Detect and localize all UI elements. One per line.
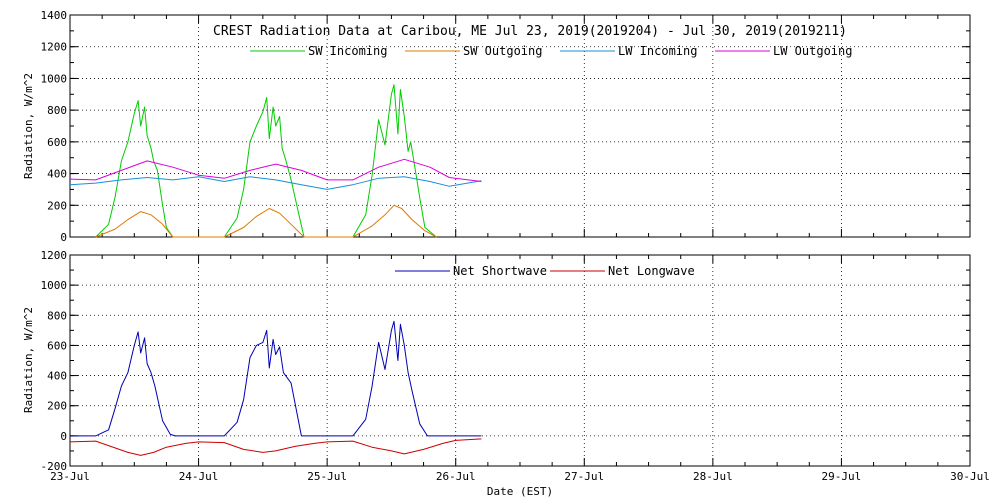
series-line-lw-incoming — [69, 176, 482, 190]
x-tick-label: 30-Jul — [950, 470, 990, 483]
series-line-net-longwave — [69, 438, 482, 456]
x-tick-label: 29-Jul — [822, 470, 862, 483]
x-axis-label: Date (EST) — [487, 485, 553, 498]
x-tick-label: 26-Jul — [436, 470, 476, 483]
series-line-net-shortwave — [70, 320, 482, 437]
y-tick-label: 1000 — [41, 279, 68, 292]
grid-layer — [70, 15, 970, 466]
y-tick-label: 1200 — [41, 41, 68, 54]
y-tick-label: 800 — [47, 309, 67, 322]
legend-label: LW Outgoing — [773, 44, 852, 58]
y-tick-label: 400 — [47, 168, 67, 181]
legend-label: Net Longwave — [608, 264, 695, 278]
y-tick-label: 200 — [47, 400, 67, 413]
legend-layer: SW Incoming SW Outgoing LW Incoming LW Outg… — [250, 44, 852, 278]
y-tick-label: 800 — [47, 104, 67, 117]
y-tick-label: 600 — [47, 136, 67, 149]
chart-title: CREST Radiation Data at Caribou, ME Jul … — [213, 24, 847, 39]
y-tick-label: 0 — [60, 430, 67, 443]
y-tick-label: 200 — [47, 199, 67, 212]
y-tick-label: 600 — [47, 339, 67, 352]
legend-label: Net Shortwave — [453, 264, 547, 278]
x-tick-label: 23-Jul — [50, 470, 90, 483]
x-tick-label: 24-Jul — [179, 470, 219, 483]
y-tick-label: 1000 — [41, 72, 68, 85]
series-line-sw-outgoing — [95, 204, 437, 238]
y-tick-label: 0 — [60, 231, 67, 244]
y-tick-label: 1200 — [41, 249, 68, 262]
bottom-panel-frame — [69, 254, 971, 467]
x-tick-label: 28-Jul — [693, 470, 733, 483]
y-tick-label: 1400 — [41, 9, 68, 22]
y-tick-label: 400 — [47, 370, 67, 383]
x-tick-label: 25-Jul — [307, 470, 347, 483]
top-y-axis-label: Radiation, W/m^2 — [22, 73, 35, 179]
bottom-y-axis-label: Radiation, W/m^2 — [22, 307, 35, 413]
series-line-lw-outgoing — [69, 158, 482, 182]
legend-label: SW Incoming — [308, 44, 387, 58]
tick-layer: 0 200 400 600 800 1000 1200 1400 -200 0 200 400 600 8… — [41, 9, 990, 483]
legend-label: LW Incoming — [618, 44, 697, 58]
series-line-sw-incoming — [95, 84, 437, 238]
y-tick-label: -200 — [41, 460, 68, 473]
legend-label: SW Outgoing — [463, 44, 542, 58]
x-tick-label: 27-Jul — [564, 470, 604, 483]
series-layer — [69, 84, 482, 456]
